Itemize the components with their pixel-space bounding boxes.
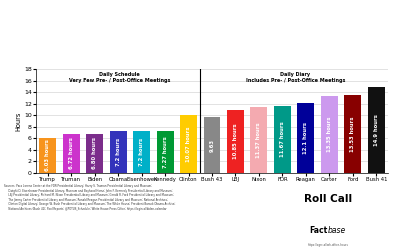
Text: 13.53 hours: 13.53 hours	[350, 116, 355, 152]
Text: 11.67 hours: 11.67 hours	[280, 121, 285, 157]
Bar	[250, 107, 267, 173]
Text: 7.2 hours: 7.2 hours	[139, 138, 144, 166]
Bar	[298, 103, 314, 173]
Text: 6.80 hours: 6.80 hours	[92, 137, 97, 169]
Text: 14.9 hours: 14.9 hours	[374, 114, 379, 146]
Text: 12.1 hours: 12.1 hours	[303, 122, 308, 154]
Text: 13.35 hours: 13.35 hours	[327, 117, 332, 152]
Bar	[344, 95, 361, 173]
Text: Roll Call: Roll Call	[304, 194, 352, 204]
Text: 6.03 hours: 6.03 hours	[45, 140, 50, 171]
Text: Fact: Fact	[310, 226, 328, 235]
Bar	[86, 134, 103, 173]
Text: 7.2 hours: 7.2 hours	[116, 138, 121, 166]
Text: PRESIDENTIAL SCHEDULED HOURS: PRESIDENTIAL SCHEDULED HOURS	[70, 5, 330, 19]
Bar	[157, 131, 174, 173]
Text: Franklin Roosevelt to Joe Biden (March 4, 1933 - June 30, 2024): Franklin Roosevelt to Joe Biden (March 4…	[107, 50, 293, 55]
Bar	[133, 131, 150, 173]
Text: Sources: Para Lorenz Center at the FDR Presidential Library; Harry S. Truman Pre: Sources: Para Lorenz Center at the FDR P…	[4, 184, 175, 211]
Text: https://ogrc.al/wh-office-hours: https://ogrc.al/wh-office-hours	[308, 243, 348, 247]
Text: 9.63: 9.63	[210, 139, 214, 152]
Y-axis label: Hours: Hours	[15, 111, 21, 131]
Text: 10.85 hours: 10.85 hours	[233, 124, 238, 160]
Bar	[39, 138, 56, 173]
Bar	[321, 96, 338, 173]
Text: 7.27 hours: 7.27 hours	[162, 136, 168, 168]
Bar	[180, 115, 197, 173]
Text: 6.72 hours: 6.72 hours	[69, 138, 74, 169]
Text: Average Number of Hours Between First and Last Scheduled Appointment: Average Number of Hours Between First an…	[91, 31, 309, 36]
Text: 10.07 hours: 10.07 hours	[186, 126, 191, 162]
Text: Daily Diary
Includes Pre- / Post-Office Meetings: Daily Diary Includes Pre- / Post-Office …	[246, 72, 345, 83]
Bar	[368, 87, 385, 173]
Text: base: base	[328, 226, 346, 235]
Text: Daily Schedule
Very Few Pre- / Post-Office Meetings: Daily Schedule Very Few Pre- / Post-Offi…	[69, 72, 170, 83]
Bar	[63, 134, 80, 173]
Bar	[227, 110, 244, 173]
Text: 11.37 hours: 11.37 hours	[256, 122, 262, 158]
Bar	[274, 106, 291, 173]
Bar	[110, 131, 126, 173]
Bar	[204, 117, 220, 173]
